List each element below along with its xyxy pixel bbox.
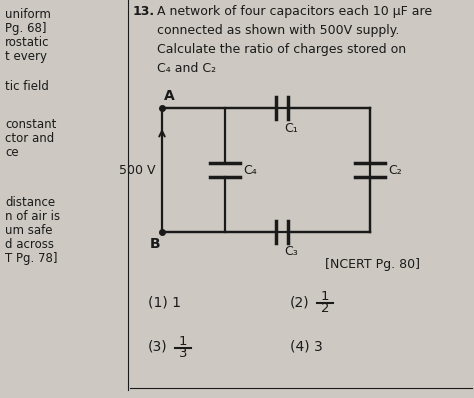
Text: n of air is: n of air is (5, 210, 60, 223)
Text: constant: constant (5, 118, 56, 131)
Text: tic field: tic field (5, 80, 49, 93)
Text: (3): (3) (148, 340, 168, 354)
Text: (4) 3: (4) 3 (290, 340, 323, 354)
Text: T Pg. 78]: T Pg. 78] (5, 252, 57, 265)
Text: (2): (2) (290, 295, 310, 309)
Text: 3: 3 (179, 347, 187, 360)
Text: ce: ce (5, 146, 18, 159)
Text: [NCERT Pg. 80]: [NCERT Pg. 80] (325, 258, 420, 271)
Text: C₂: C₂ (388, 164, 402, 176)
Text: d across: d across (5, 238, 54, 251)
Text: C₄: C₄ (243, 164, 257, 176)
Text: (1) 1: (1) 1 (148, 295, 181, 309)
Text: 500 V: 500 V (119, 164, 156, 176)
Text: A: A (164, 89, 175, 103)
Text: t every: t every (5, 50, 47, 63)
Text: um safe: um safe (5, 224, 53, 237)
Text: ctor and: ctor and (5, 132, 54, 145)
Text: 2: 2 (321, 302, 329, 315)
Text: 1: 1 (321, 290, 329, 303)
Text: A network of four capacitors each 10 μF are
connected as shown with 500V supply.: A network of four capacitors each 10 μF … (157, 5, 432, 75)
Text: C₁: C₁ (284, 122, 298, 135)
Text: rostatic: rostatic (5, 36, 49, 49)
Text: Pg. 68]: Pg. 68] (5, 22, 46, 35)
Text: distance: distance (5, 196, 55, 209)
Text: C₃: C₃ (284, 245, 298, 258)
Text: uniform: uniform (5, 8, 51, 21)
Text: B: B (149, 237, 160, 251)
Text: 13.: 13. (133, 5, 155, 18)
Text: 1: 1 (179, 335, 187, 348)
